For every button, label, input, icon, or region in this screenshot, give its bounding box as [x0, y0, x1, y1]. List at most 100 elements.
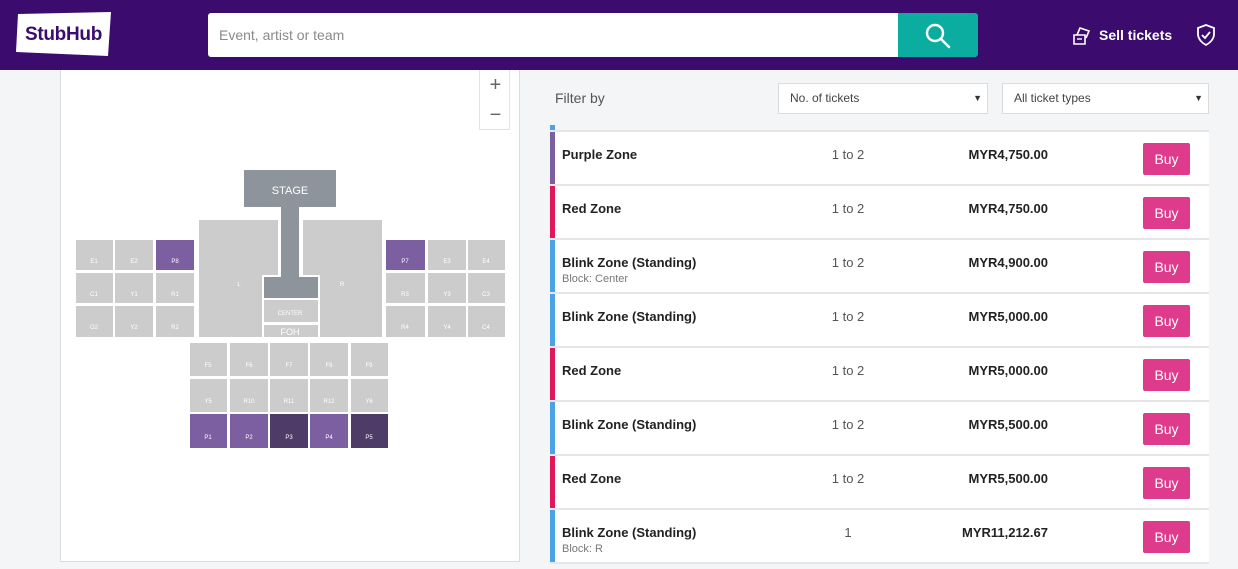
- section-r10[interactable]: [230, 379, 268, 412]
- section-y3[interactable]: [428, 273, 466, 303]
- e2-label: E2: [130, 259, 138, 265]
- zone-color-bar: [550, 186, 555, 238]
- buy-button[interactable]: Buy: [1143, 143, 1190, 175]
- zone-name: Purple Zone: [562, 147, 638, 162]
- section-f6[interactable]: [230, 343, 268, 376]
- logo-text: StubHub: [24, 24, 103, 45]
- ticket-quantity-select[interactable]: No. of tickets ▼: [778, 83, 988, 114]
- ticket-quantity: 1 to 2: [831, 309, 865, 324]
- section-p1[interactable]: [190, 414, 227, 448]
- r11-label: R11: [284, 399, 295, 405]
- section-y5[interactable]: [190, 379, 227, 412]
- section-l[interactable]: [199, 220, 278, 337]
- ticket-price: MYR5,500.00: [968, 417, 1049, 432]
- section-y2[interactable]: [115, 306, 153, 337]
- ticket-quantity: 1: [844, 525, 852, 540]
- ticket-type-select[interactable]: All ticket types ▼: [1002, 83, 1209, 114]
- foh-label: FOH: [281, 327, 300, 337]
- listing-row: Blink Zone (Standing) Block: Center 1 to…: [550, 240, 1209, 294]
- section-r-label: R: [340, 282, 345, 288]
- zone-name: Blink Zone (Standing): [562, 309, 697, 324]
- zoom-out-button[interactable]: −: [489, 104, 502, 126]
- section-f9[interactable]: [351, 343, 388, 376]
- ticket-quantity: 1 to 2: [831, 471, 865, 486]
- section-f5[interactable]: [190, 343, 227, 376]
- e3-label: E3: [443, 259, 451, 265]
- p3-label: P3: [285, 435, 293, 441]
- y3-label: Y3: [443, 292, 451, 298]
- o2-label: O2: [90, 325, 99, 331]
- ticket-price: MYR4,900.00: [968, 255, 1049, 270]
- buy-button[interactable]: Buy: [1143, 359, 1190, 391]
- section-p4[interactable]: [310, 414, 348, 448]
- zoom-control: + −: [479, 70, 510, 130]
- zone-color-bar: [550, 348, 555, 400]
- listing-row: Purple Zone 1 to 2 MYR4,750.00 Buy: [550, 132, 1209, 186]
- section-y1[interactable]: [115, 273, 153, 303]
- r2-label: R2: [171, 325, 179, 331]
- user-icon[interactable]: [1232, 28, 1238, 42]
- section-f8[interactable]: [310, 343, 348, 376]
- p8-label: P8: [171, 259, 179, 265]
- section-l-label: L: [237, 282, 241, 288]
- section-f7[interactable]: [270, 343, 308, 376]
- section-p5[interactable]: [351, 414, 388, 448]
- zone-name: Blink Zone (Standing): [562, 255, 697, 270]
- section-e3[interactable]: [428, 240, 466, 270]
- buy-button[interactable]: Buy: [1143, 413, 1190, 445]
- section-e4[interactable]: [468, 240, 505, 270]
- p5-label: P5: [365, 435, 373, 441]
- section-c4[interactable]: [468, 306, 505, 337]
- r3-label: R3: [401, 292, 409, 298]
- section-y4[interactable]: [428, 306, 466, 337]
- zoom-in-button[interactable]: +: [489, 74, 502, 96]
- section-center-label: CENTER: [278, 311, 303, 317]
- listing-row: Blink Zone (Standing) 1 to 2 MYR5,000.00…: [550, 294, 1209, 348]
- y6-label: Y6: [365, 399, 373, 405]
- buy-button[interactable]: Buy: [1143, 521, 1190, 553]
- c1-label: C1: [90, 292, 98, 298]
- section-r11[interactable]: [270, 379, 308, 412]
- section-p7[interactable]: [386, 240, 425, 270]
- zone-color-bar: [550, 294, 555, 346]
- zone-block: Block: Center: [562, 273, 629, 285]
- listing-row: Red Zone 1 to 2 MYR5,500.00 Buy: [550, 456, 1209, 510]
- section-r4[interactable]: [386, 306, 425, 337]
- section-c1[interactable]: [76, 273, 113, 303]
- stage-label: STAGE: [272, 185, 308, 197]
- section-center[interactable]: [264, 300, 318, 322]
- section-p3[interactable]: [270, 414, 308, 448]
- stubhub-logo[interactable]: StubHub: [14, 12, 113, 58]
- shield-button[interactable]: [1196, 24, 1216, 51]
- c4-label: C4: [482, 325, 490, 331]
- section-p8[interactable]: [156, 240, 194, 270]
- zone-color-bar: [550, 456, 555, 508]
- zone-name: Blink Zone (Standing): [562, 417, 697, 432]
- section-o2[interactable]: [76, 306, 113, 337]
- foh-area: [264, 325, 318, 337]
- section-e1[interactable]: [76, 240, 113, 270]
- section-e2[interactable]: [115, 240, 153, 270]
- buy-button[interactable]: Buy: [1143, 197, 1190, 229]
- p2-label: P2: [245, 435, 253, 441]
- zone-block: Block: R: [562, 543, 603, 555]
- buy-button[interactable]: Buy: [1143, 251, 1190, 283]
- section-r2[interactable]: [156, 306, 194, 337]
- section-r1[interactable]: [156, 273, 194, 303]
- seat-map[interactable]: STAGE L R CENTER FOH E1 E2 P8 C1 Y1 R1 O…: [0, 0, 520, 569]
- ticket-price: MYR5,000.00: [968, 309, 1049, 324]
- ticket-quantity: 1 to 2: [831, 417, 865, 432]
- row-divider: [550, 130, 1209, 132]
- buy-button[interactable]: Buy: [1143, 467, 1190, 499]
- search-button[interactable]: [898, 13, 978, 57]
- section-c3[interactable]: [468, 273, 505, 303]
- site-header: StubHub Sell tickets: [0, 0, 1238, 70]
- section-r12[interactable]: [310, 379, 348, 412]
- listing-list: Purple Zone 1 to 2 MYR4,750.00 Buy Red Z…: [550, 125, 1209, 569]
- section-r3[interactable]: [386, 273, 425, 303]
- section-y6[interactable]: [351, 379, 388, 412]
- section-r[interactable]: [303, 220, 382, 337]
- section-p2[interactable]: [230, 414, 268, 448]
- buy-button[interactable]: Buy: [1143, 305, 1190, 337]
- search-input[interactable]: [208, 13, 898, 57]
